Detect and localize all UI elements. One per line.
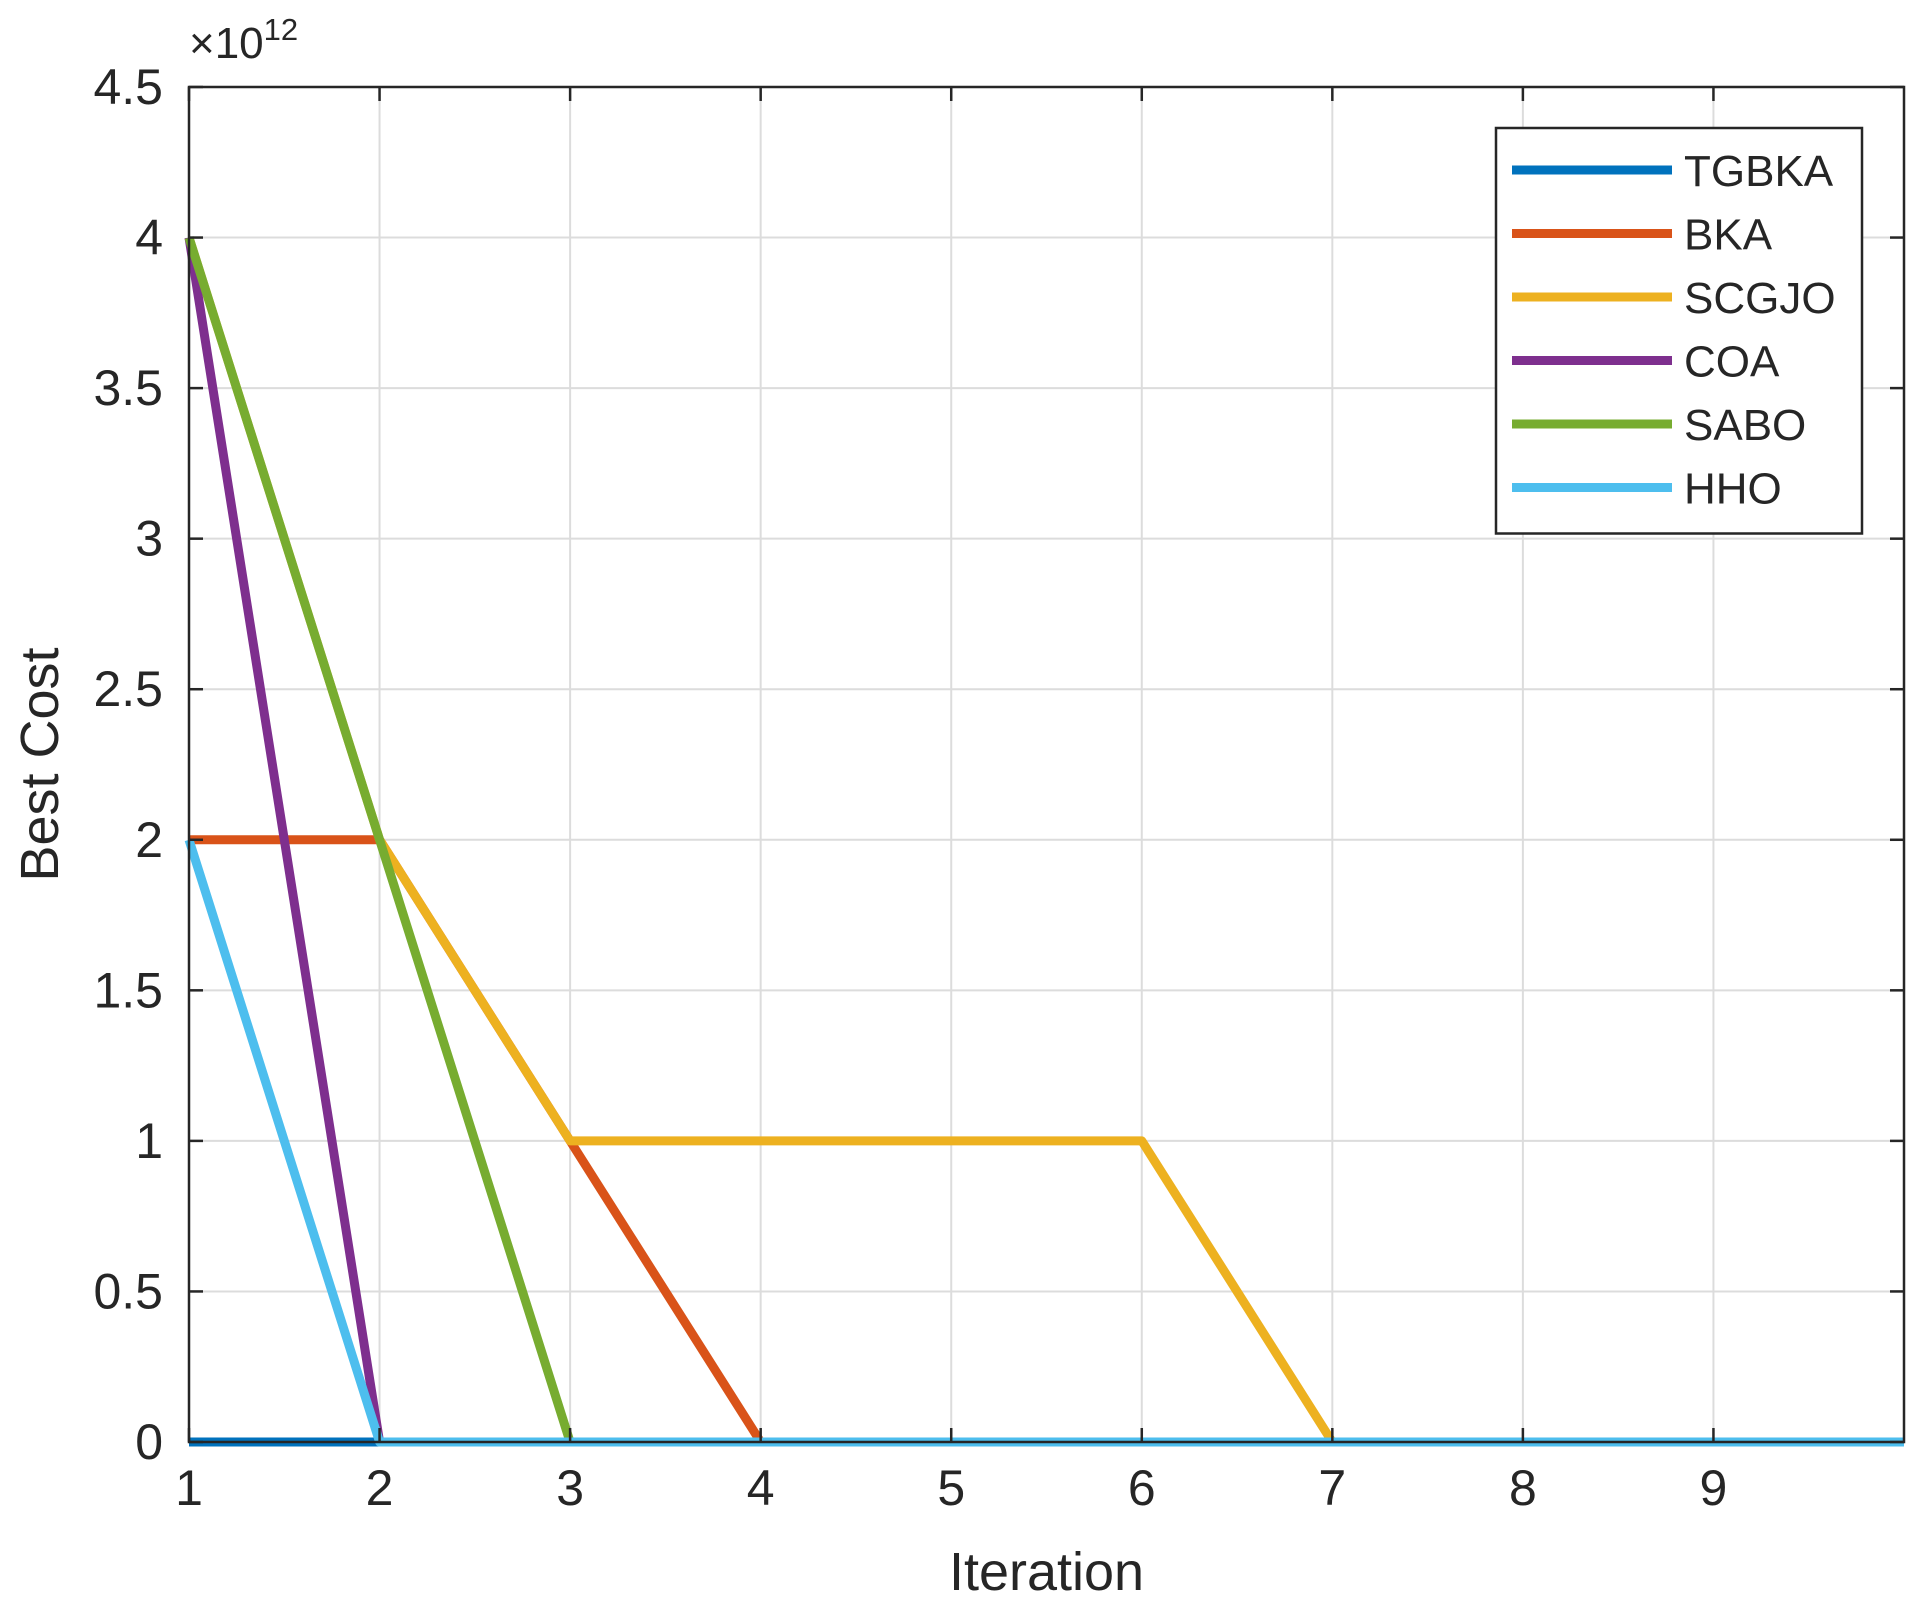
legend-label: BKA <box>1684 211 1773 260</box>
y-tick-label: 0.5 <box>93 1263 163 1319</box>
y-tick-label: 4 <box>135 210 163 266</box>
legend-label: SCGJO <box>1684 274 1836 323</box>
x-tick-label: 7 <box>1318 1460 1346 1516</box>
legend-item-scgjo: SCGJO <box>1512 274 1836 323</box>
x-tick-label: 6 <box>1128 1460 1156 1516</box>
y-tick-label: 2.5 <box>93 661 163 717</box>
axis-ticks: 1 2 3 4 5 6 7 8 9 0 0.5 1 1.5 2 2.5 3 3.5 4 4.5 <box>93 59 1904 1516</box>
y-tick-label: 3 <box>135 511 163 567</box>
y-axis-exponent-base: ×10 <box>189 19 264 68</box>
x-tick-label: 4 <box>747 1460 775 1516</box>
legend: TGBKA BKA SCGJO COA SABO HHO <box>1494 126 1864 535</box>
legend-label: SABO <box>1684 401 1806 450</box>
x-tick-label: 8 <box>1509 1460 1537 1516</box>
legend-label: COA <box>1684 338 1780 387</box>
y-tick-label: 3.5 <box>93 360 163 416</box>
x-axis-title: Iteration <box>949 1542 1144 1600</box>
legend-box <box>1494 126 1864 535</box>
legend-item-tgbka: TGBKA <box>1512 147 1834 196</box>
legend-item-hho: HHO <box>1512 465 1782 514</box>
x-tick-label: 9 <box>1700 1460 1728 1516</box>
plot-area-frame <box>187 85 1906 1444</box>
legend-label: HHO <box>1684 465 1782 514</box>
y-tick-label: 1.5 <box>93 962 163 1018</box>
y-axis-exponent: ×1012 <box>189 12 298 68</box>
y-tick-label: 0 <box>135 1414 163 1470</box>
y-axis-title: Best Cost <box>10 647 70 881</box>
legend-item-coa: COA <box>1512 338 1780 387</box>
y-tick-label: 2 <box>135 812 163 868</box>
x-tick-label: 2 <box>366 1460 394 1516</box>
y-tick-label: 1 <box>135 1113 163 1169</box>
legend-item-bka: BKA <box>1512 211 1773 260</box>
y-tick-label: 4.5 <box>93 59 163 115</box>
x-tick-label: 1 <box>175 1460 203 1516</box>
x-tick-label: 3 <box>556 1460 584 1516</box>
legend-label: TGBKA <box>1684 147 1834 196</box>
y-axis-exponent-power: 12 <box>264 12 298 47</box>
legend-item-sabo: SABO <box>1512 401 1806 450</box>
x-tick-label: 5 <box>937 1460 965 1516</box>
